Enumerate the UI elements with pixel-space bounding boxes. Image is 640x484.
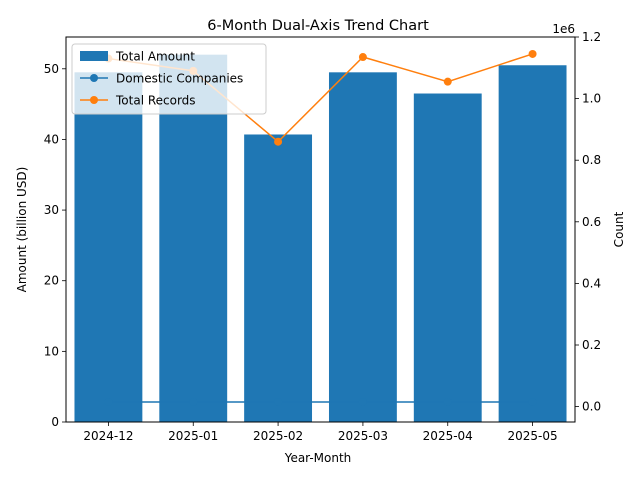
legend-box: [71, 43, 267, 115]
series-point: [528, 397, 537, 406]
y-tick-label-left: 0: [51, 415, 59, 429]
y-axis-label-right: Count: [612, 211, 626, 247]
series-point: [358, 397, 367, 406]
y-axis-label-left: Amount (billion USD): [15, 167, 29, 293]
x-tick-label: 2025-02: [253, 429, 303, 443]
bar: [74, 72, 143, 422]
series-point: [274, 397, 283, 406]
legend-swatch: [80, 51, 108, 61]
y-tick-label-right: 0.0: [582, 400, 601, 414]
x-axis-label: Year-Month: [284, 451, 352, 465]
series-point: [358, 53, 367, 62]
y-tick-label-right: 1.0: [582, 92, 601, 106]
legend: Total Amount Domestic Companies Total Reco…: [71, 43, 267, 115]
bar: [244, 134, 313, 422]
chart-title: 6-Month Dual-Axis Trend Chart: [207, 18, 429, 34]
legend-label: Total Amount: [115, 50, 195, 64]
x-tick-label: 2025-01: [168, 429, 218, 443]
y-tick-label-left: 30: [44, 203, 59, 217]
y-tick-label-left: 50: [44, 62, 59, 76]
x-tick-label: 2024-12: [83, 429, 133, 443]
y-tick-label-right: 0.2: [582, 338, 601, 352]
x-tick-label: 2025-03: [338, 429, 388, 443]
legend-swatch-marker: [90, 96, 98, 104]
bar: [159, 54, 228, 422]
series-point: [274, 137, 283, 146]
y-tick-label-right: 1.2: [582, 30, 601, 44]
series-point: [528, 49, 537, 58]
y-tick-label-right: 0.8: [582, 153, 601, 167]
series-point: [104, 397, 113, 406]
y-tick-label-left: 20: [44, 274, 59, 288]
y-tick-label-right: 0.6: [582, 215, 601, 229]
y-tick-label-right: 0.4: [582, 276, 601, 290]
bar: [413, 93, 482, 422]
legend-swatch-marker: [90, 74, 98, 82]
y-tick-label-left: 10: [44, 344, 59, 358]
legend-label: Total Records: [115, 94, 196, 108]
bar: [498, 65, 567, 422]
x-tick-label: 2025-05: [508, 429, 558, 443]
legend-label: Domestic Companies: [116, 72, 243, 86]
y-tick-label-left: 40: [44, 132, 59, 146]
bar: [328, 72, 397, 422]
plot-frame: [65, 36, 576, 423]
right-axis-offset-label: 1e6: [552, 22, 575, 36]
series-point: [443, 77, 452, 86]
x-tick-label: 2025-04: [423, 429, 473, 443]
series-point: [189, 397, 198, 406]
series-point: [443, 397, 452, 406]
